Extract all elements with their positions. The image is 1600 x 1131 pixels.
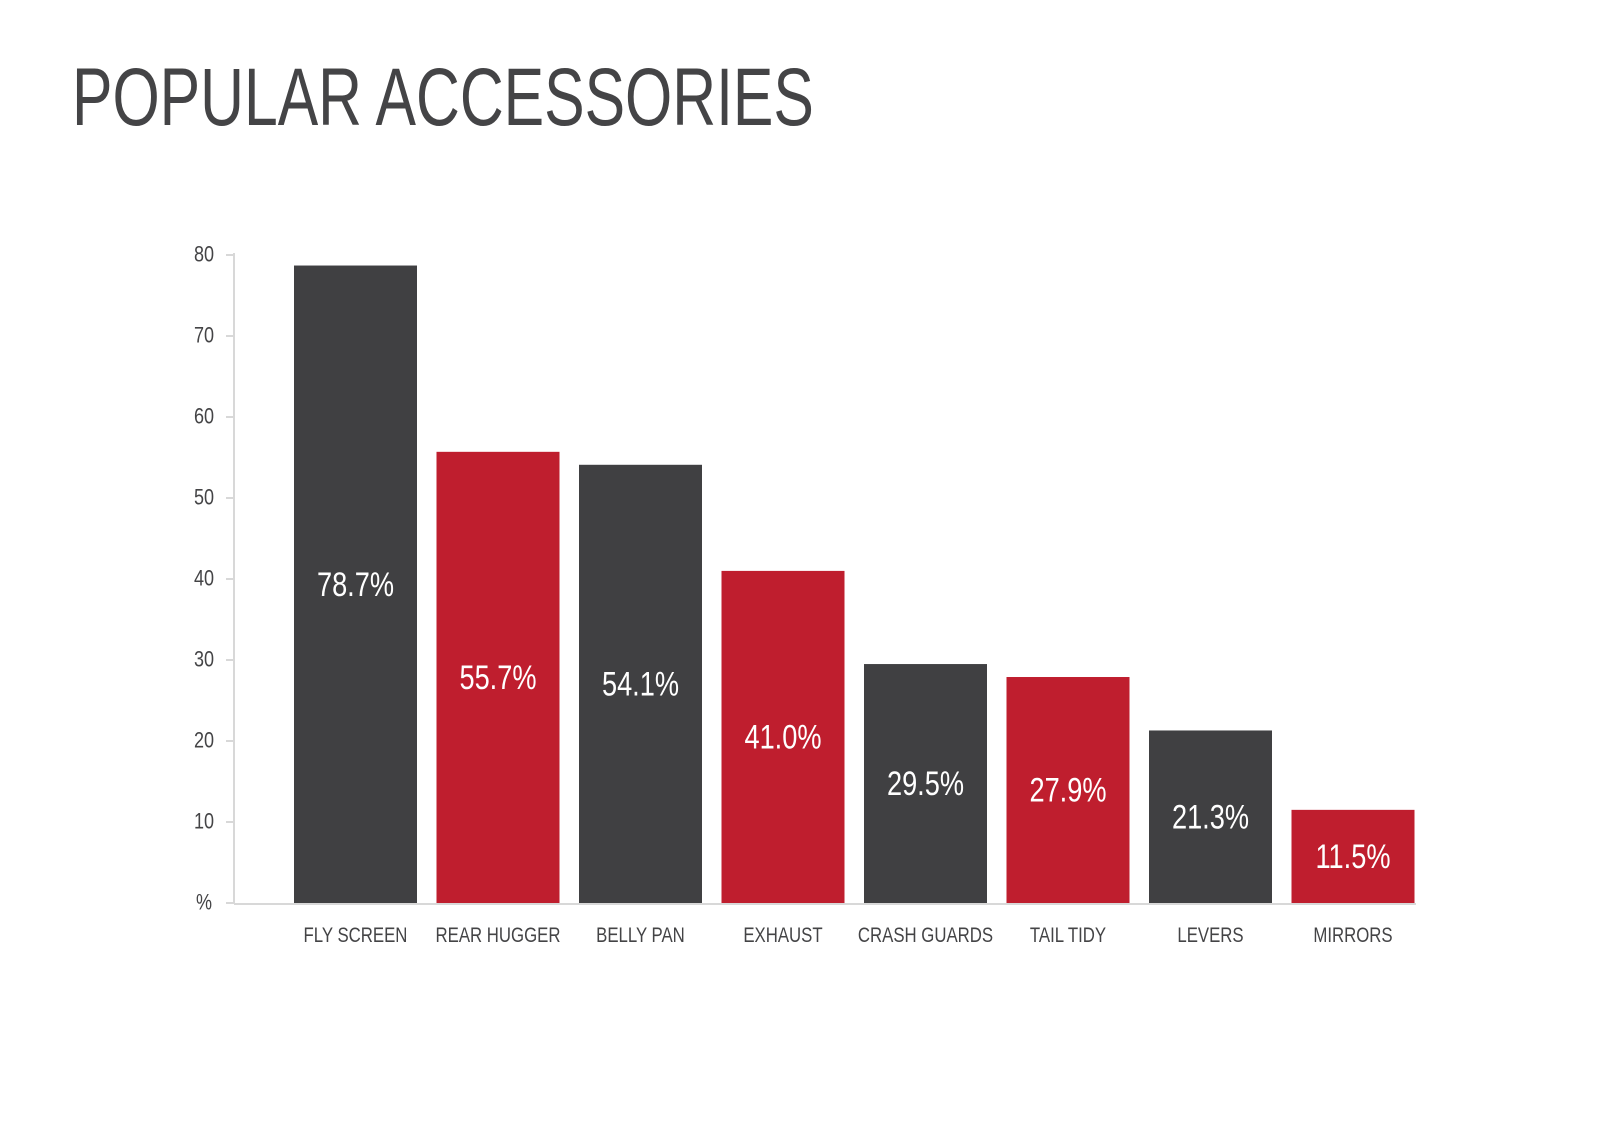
chart-title: POPULAR ACCESSORIES — [72, 52, 814, 143]
bar — [436, 451, 560, 903]
bar — [1006, 677, 1130, 903]
x-category-label: CRASH GUARDS — [858, 924, 993, 947]
bar-data-label: 11.5% — [1315, 837, 1390, 876]
x-category-label: TAIL TIDY — [1030, 924, 1106, 947]
x-category-label: BELLY PAN — [596, 924, 685, 947]
bar — [1149, 730, 1272, 903]
bar-data-label: 78.7% — [317, 565, 394, 604]
y-tick-label: 20 — [194, 729, 214, 753]
label-layer: % 10 20 30 40 50 60 70 80 78.7% FLY SCREEN 55.7% REA… — [194, 243, 1393, 948]
y-tick-label: 30 — [194, 648, 214, 672]
y-tick-label: 50 — [194, 486, 214, 510]
bar-data-label: 41.0% — [744, 718, 821, 757]
bar-data-label: 55.7% — [459, 658, 536, 697]
y-tick-label: 40 — [194, 567, 214, 591]
bar-data-label: 27.9% — [1029, 771, 1106, 810]
bar-data-label: 29.5% — [887, 764, 964, 803]
y-tick-label: 10 — [194, 810, 214, 834]
x-category-label: FLY SCREEN — [304, 924, 408, 947]
y-tick-label: 70 — [194, 324, 214, 348]
x-category-label: LEVERS — [1177, 924, 1243, 947]
y-tick-label: 80 — [194, 243, 214, 267]
bar-layer — [294, 265, 1415, 903]
bar — [294, 265, 417, 903]
y-tick-label: 60 — [194, 405, 214, 429]
bar — [721, 570, 845, 903]
x-category-label: MIRRORS — [1313, 924, 1392, 947]
x-category-label: REAR HUGGER — [436, 924, 561, 947]
bar-data-label: 54.1% — [602, 665, 679, 704]
bar — [864, 664, 987, 903]
y-tick-label: % — [196, 891, 212, 915]
bar — [579, 464, 702, 903]
bar — [1291, 809, 1415, 903]
axis-layer — [226, 253, 1416, 905]
bar-data-label: 21.3% — [1172, 797, 1249, 836]
x-category-label: EXHAUST — [743, 924, 823, 947]
